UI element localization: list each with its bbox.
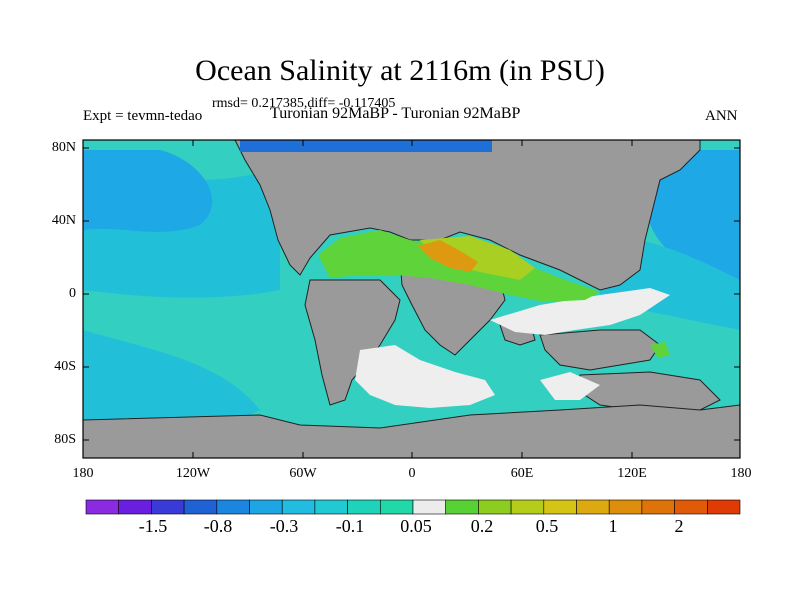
colorbar-label: 1 bbox=[608, 516, 618, 536]
x-tick-label: 120E bbox=[617, 466, 647, 481]
x-tick-label: 60E bbox=[510, 466, 534, 481]
colorbar-label: -1.5 bbox=[138, 516, 168, 536]
y-tick-label: 80N bbox=[51, 140, 76, 155]
ocean-mid-south bbox=[83, 330, 260, 420]
figure-title: Ocean Salinity at 2116m (in PSU) bbox=[195, 54, 605, 87]
colorbar-label: -0.1 bbox=[335, 516, 365, 536]
x-tick-label: 180 bbox=[72, 466, 94, 481]
colorbar-swatch bbox=[445, 499, 479, 515]
colorbar bbox=[85, 499, 741, 515]
ocean-blue-west bbox=[83, 150, 213, 232]
colorbar-label: 0.2 bbox=[470, 516, 494, 536]
colorbar-swatch bbox=[347, 499, 381, 515]
north-strip bbox=[240, 140, 492, 152]
white-zone-patch bbox=[540, 372, 600, 400]
orange-zone bbox=[418, 240, 478, 272]
experiment-label: Expt = tevmn-tedao bbox=[83, 108, 203, 124]
x-tick-label: 60W bbox=[289, 466, 317, 481]
colorbar-swatch bbox=[249, 499, 283, 515]
colorbar-label: 2 bbox=[674, 516, 684, 536]
period-label: Turonian 92MaBP - Turonian 92MaBP bbox=[270, 105, 521, 122]
land-antarctica bbox=[83, 404, 740, 458]
white-zone-south bbox=[355, 345, 495, 408]
colorbar-label: 0.5 bbox=[535, 516, 559, 536]
colorbar-swatch bbox=[543, 499, 577, 515]
y-tick-label: 40S bbox=[54, 359, 76, 374]
y-tick-label: 40N bbox=[51, 213, 76, 228]
colorbar-swatch bbox=[183, 499, 218, 515]
colorbar-swatch bbox=[216, 499, 250, 515]
colorbar-swatch bbox=[674, 499, 708, 515]
colorbar-swatch bbox=[608, 499, 643, 515]
y-tick-label: 0 bbox=[69, 286, 76, 301]
colorbar-swatch bbox=[478, 499, 512, 515]
ocean-blue-east bbox=[645, 150, 740, 280]
colorbar-label: -0.3 bbox=[269, 516, 299, 536]
stats-line: rmsd= 0.217385,diff= -0.117405 bbox=[212, 96, 396, 111]
y-tick-label: 80S bbox=[54, 432, 76, 447]
white-zone-east bbox=[490, 288, 670, 335]
colorbar-swatch bbox=[281, 499, 316, 515]
colorbar-swatch bbox=[118, 499, 152, 515]
colorbar-swatch bbox=[151, 499, 185, 515]
colorbar-swatch bbox=[576, 499, 610, 515]
colorbar-swatch bbox=[379, 499, 414, 515]
x-tick-label: 120W bbox=[175, 466, 211, 481]
land-east-block bbox=[539, 329, 661, 371]
colorbar-swatch bbox=[706, 499, 741, 515]
colorbar-swatch bbox=[314, 499, 348, 515]
colorbar-swatch bbox=[641, 499, 675, 515]
x-tick-label: 180 bbox=[730, 466, 752, 481]
season-label: ANN bbox=[705, 108, 738, 124]
green-patch-east bbox=[650, 342, 670, 358]
x-tick-label: 0 bbox=[408, 466, 416, 481]
colorbar-swatch bbox=[510, 499, 545, 515]
colorbar-label: 0.05 bbox=[400, 516, 432, 536]
land-south-america bbox=[304, 279, 401, 406]
colorbar-label: -0.8 bbox=[203, 516, 233, 536]
colorbar-swatch bbox=[85, 499, 120, 515]
land-north bbox=[234, 140, 701, 291]
colorbar-swatch bbox=[412, 499, 447, 515]
